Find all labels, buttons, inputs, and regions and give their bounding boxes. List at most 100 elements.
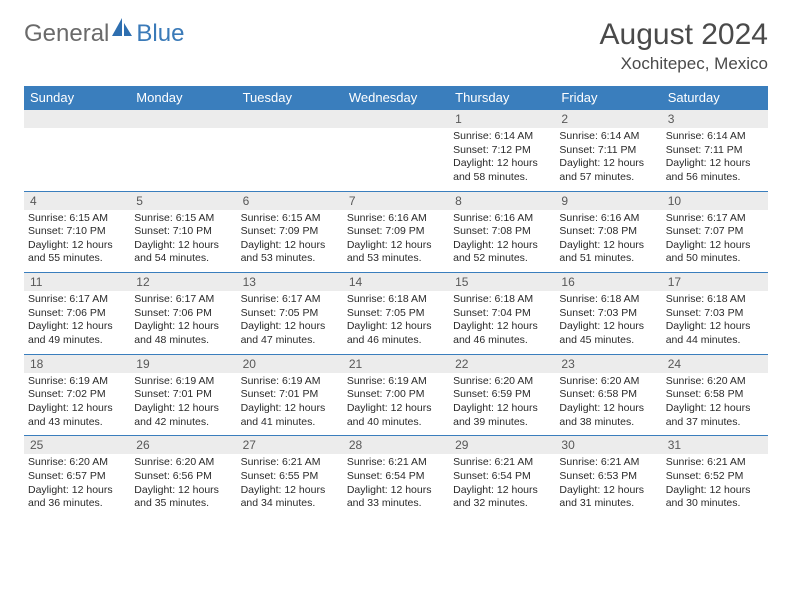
calendar-cell: 24Sunrise: 6:20 AMSunset: 6:58 PMDayligh… <box>662 354 768 436</box>
day-number <box>130 110 236 128</box>
calendar-page: General Blue August 2024 Xochitepec, Mex… <box>0 0 792 535</box>
day-number: 1 <box>449 110 555 128</box>
sunrise-text: Sunrise: 6:16 AM <box>347 212 445 226</box>
day-number: 28 <box>343 436 449 454</box>
calendar-cell: 26Sunrise: 6:20 AMSunset: 6:56 PMDayligh… <box>130 436 236 517</box>
daylight-text: Daylight: 12 hours and 33 minutes. <box>347 484 445 511</box>
sunset-text: Sunset: 7:10 PM <box>28 225 126 239</box>
day-number: 4 <box>24 192 130 210</box>
day-number: 20 <box>237 355 343 373</box>
day-number: 8 <box>449 192 555 210</box>
daylight-text: Daylight: 12 hours and 56 minutes. <box>666 157 764 184</box>
day-detail: Sunrise: 6:18 AMSunset: 7:04 PMDaylight:… <box>449 291 555 354</box>
calendar-week-row: 25Sunrise: 6:20 AMSunset: 6:57 PMDayligh… <box>24 436 768 517</box>
calendar-cell: 4Sunrise: 6:15 AMSunset: 7:10 PMDaylight… <box>24 191 130 273</box>
daylight-text: Daylight: 12 hours and 30 minutes. <box>666 484 764 511</box>
calendar-cell <box>130 110 236 192</box>
calendar-cell: 10Sunrise: 6:17 AMSunset: 7:07 PMDayligh… <box>662 191 768 273</box>
calendar-cell: 13Sunrise: 6:17 AMSunset: 7:05 PMDayligh… <box>237 273 343 355</box>
sunset-text: Sunset: 6:58 PM <box>666 388 764 402</box>
sunrise-text: Sunrise: 6:17 AM <box>28 293 126 307</box>
day-detail: Sunrise: 6:17 AMSunset: 7:06 PMDaylight:… <box>130 291 236 354</box>
dayheader-mon: Monday <box>130 86 236 110</box>
dayheader-tue: Tuesday <box>237 86 343 110</box>
day-number: 31 <box>662 436 768 454</box>
daylight-text: Daylight: 12 hours and 47 minutes. <box>241 320 339 347</box>
day-number <box>24 110 130 128</box>
calendar-cell: 18Sunrise: 6:19 AMSunset: 7:02 PMDayligh… <box>24 354 130 436</box>
calendar-cell: 21Sunrise: 6:19 AMSunset: 7:00 PMDayligh… <box>343 354 449 436</box>
day-detail: Sunrise: 6:19 AMSunset: 7:01 PMDaylight:… <box>130 373 236 436</box>
daylight-text: Daylight: 12 hours and 44 minutes. <box>666 320 764 347</box>
calendar-week-row: 11Sunrise: 6:17 AMSunset: 7:06 PMDayligh… <box>24 273 768 355</box>
calendar-cell <box>237 110 343 192</box>
day-detail <box>24 128 130 186</box>
header: General Blue August 2024 Xochitepec, Mex… <box>24 18 768 74</box>
daylight-text: Daylight: 12 hours and 55 minutes. <box>28 239 126 266</box>
day-detail: Sunrise: 6:15 AMSunset: 7:10 PMDaylight:… <box>24 210 130 273</box>
dayheader-thu: Thursday <box>449 86 555 110</box>
sunrise-text: Sunrise: 6:18 AM <box>666 293 764 307</box>
day-detail: Sunrise: 6:19 AMSunset: 7:01 PMDaylight:… <box>237 373 343 436</box>
day-number: 26 <box>130 436 236 454</box>
calendar-cell: 6Sunrise: 6:15 AMSunset: 7:09 PMDaylight… <box>237 191 343 273</box>
calendar-cell: 28Sunrise: 6:21 AMSunset: 6:54 PMDayligh… <box>343 436 449 517</box>
daylight-text: Daylight: 12 hours and 32 minutes. <box>453 484 551 511</box>
sunrise-text: Sunrise: 6:19 AM <box>241 375 339 389</box>
sunset-text: Sunset: 7:03 PM <box>559 307 657 321</box>
sunset-text: Sunset: 7:11 PM <box>666 144 764 158</box>
daylight-text: Daylight: 12 hours and 46 minutes. <box>453 320 551 347</box>
calendar-week-row: 4Sunrise: 6:15 AMSunset: 7:10 PMDaylight… <box>24 191 768 273</box>
sunset-text: Sunset: 6:54 PM <box>453 470 551 484</box>
day-detail <box>343 128 449 186</box>
day-detail: Sunrise: 6:21 AMSunset: 6:52 PMDaylight:… <box>662 454 768 517</box>
sunset-text: Sunset: 6:56 PM <box>134 470 232 484</box>
sunset-text: Sunset: 7:10 PM <box>134 225 232 239</box>
sunrise-text: Sunrise: 6:17 AM <box>241 293 339 307</box>
daylight-text: Daylight: 12 hours and 53 minutes. <box>347 239 445 266</box>
calendar-week-row: 1Sunrise: 6:14 AMSunset: 7:12 PMDaylight… <box>24 110 768 192</box>
sunrise-text: Sunrise: 6:14 AM <box>453 130 551 144</box>
sunset-text: Sunset: 7:03 PM <box>666 307 764 321</box>
calendar-cell: 12Sunrise: 6:17 AMSunset: 7:06 PMDayligh… <box>130 273 236 355</box>
day-number: 19 <box>130 355 236 373</box>
sunrise-text: Sunrise: 6:15 AM <box>241 212 339 226</box>
day-number: 15 <box>449 273 555 291</box>
day-detail: Sunrise: 6:14 AMSunset: 7:11 PMDaylight:… <box>662 128 768 191</box>
day-number: 14 <box>343 273 449 291</box>
sunset-text: Sunset: 7:01 PM <box>241 388 339 402</box>
sunrise-text: Sunrise: 6:16 AM <box>559 212 657 226</box>
day-number: 25 <box>24 436 130 454</box>
sunrise-text: Sunrise: 6:20 AM <box>28 456 126 470</box>
day-detail: Sunrise: 6:19 AMSunset: 7:00 PMDaylight:… <box>343 373 449 436</box>
sunrise-text: Sunrise: 6:15 AM <box>134 212 232 226</box>
day-detail: Sunrise: 6:17 AMSunset: 7:06 PMDaylight:… <box>24 291 130 354</box>
location: Xochitepec, Mexico <box>600 54 768 74</box>
sunset-text: Sunset: 7:09 PM <box>241 225 339 239</box>
day-number: 30 <box>555 436 661 454</box>
logo-sail-icon <box>112 18 134 43</box>
day-number: 16 <box>555 273 661 291</box>
daylight-text: Daylight: 12 hours and 36 minutes. <box>28 484 126 511</box>
day-number: 11 <box>24 273 130 291</box>
calendar-cell: 19Sunrise: 6:19 AMSunset: 7:01 PMDayligh… <box>130 354 236 436</box>
calendar-cell <box>24 110 130 192</box>
calendar-cell: 7Sunrise: 6:16 AMSunset: 7:09 PMDaylight… <box>343 191 449 273</box>
day-number: 22 <box>449 355 555 373</box>
daylight-text: Daylight: 12 hours and 50 minutes. <box>666 239 764 266</box>
day-number: 2 <box>555 110 661 128</box>
dayheader-sun: Sunday <box>24 86 130 110</box>
sunset-text: Sunset: 6:54 PM <box>347 470 445 484</box>
sunset-text: Sunset: 7:05 PM <box>241 307 339 321</box>
sunset-text: Sunset: 6:59 PM <box>453 388 551 402</box>
day-detail: Sunrise: 6:16 AMSunset: 7:08 PMDaylight:… <box>449 210 555 273</box>
day-number: 23 <box>555 355 661 373</box>
daylight-text: Daylight: 12 hours and 37 minutes. <box>666 402 764 429</box>
calendar-cell: 29Sunrise: 6:21 AMSunset: 6:54 PMDayligh… <box>449 436 555 517</box>
calendar-week-row: 18Sunrise: 6:19 AMSunset: 7:02 PMDayligh… <box>24 354 768 436</box>
daylight-text: Daylight: 12 hours and 51 minutes. <box>559 239 657 266</box>
daylight-text: Daylight: 12 hours and 46 minutes. <box>347 320 445 347</box>
day-detail: Sunrise: 6:17 AMSunset: 7:05 PMDaylight:… <box>237 291 343 354</box>
day-detail: Sunrise: 6:20 AMSunset: 6:58 PMDaylight:… <box>662 373 768 436</box>
day-number: 27 <box>237 436 343 454</box>
